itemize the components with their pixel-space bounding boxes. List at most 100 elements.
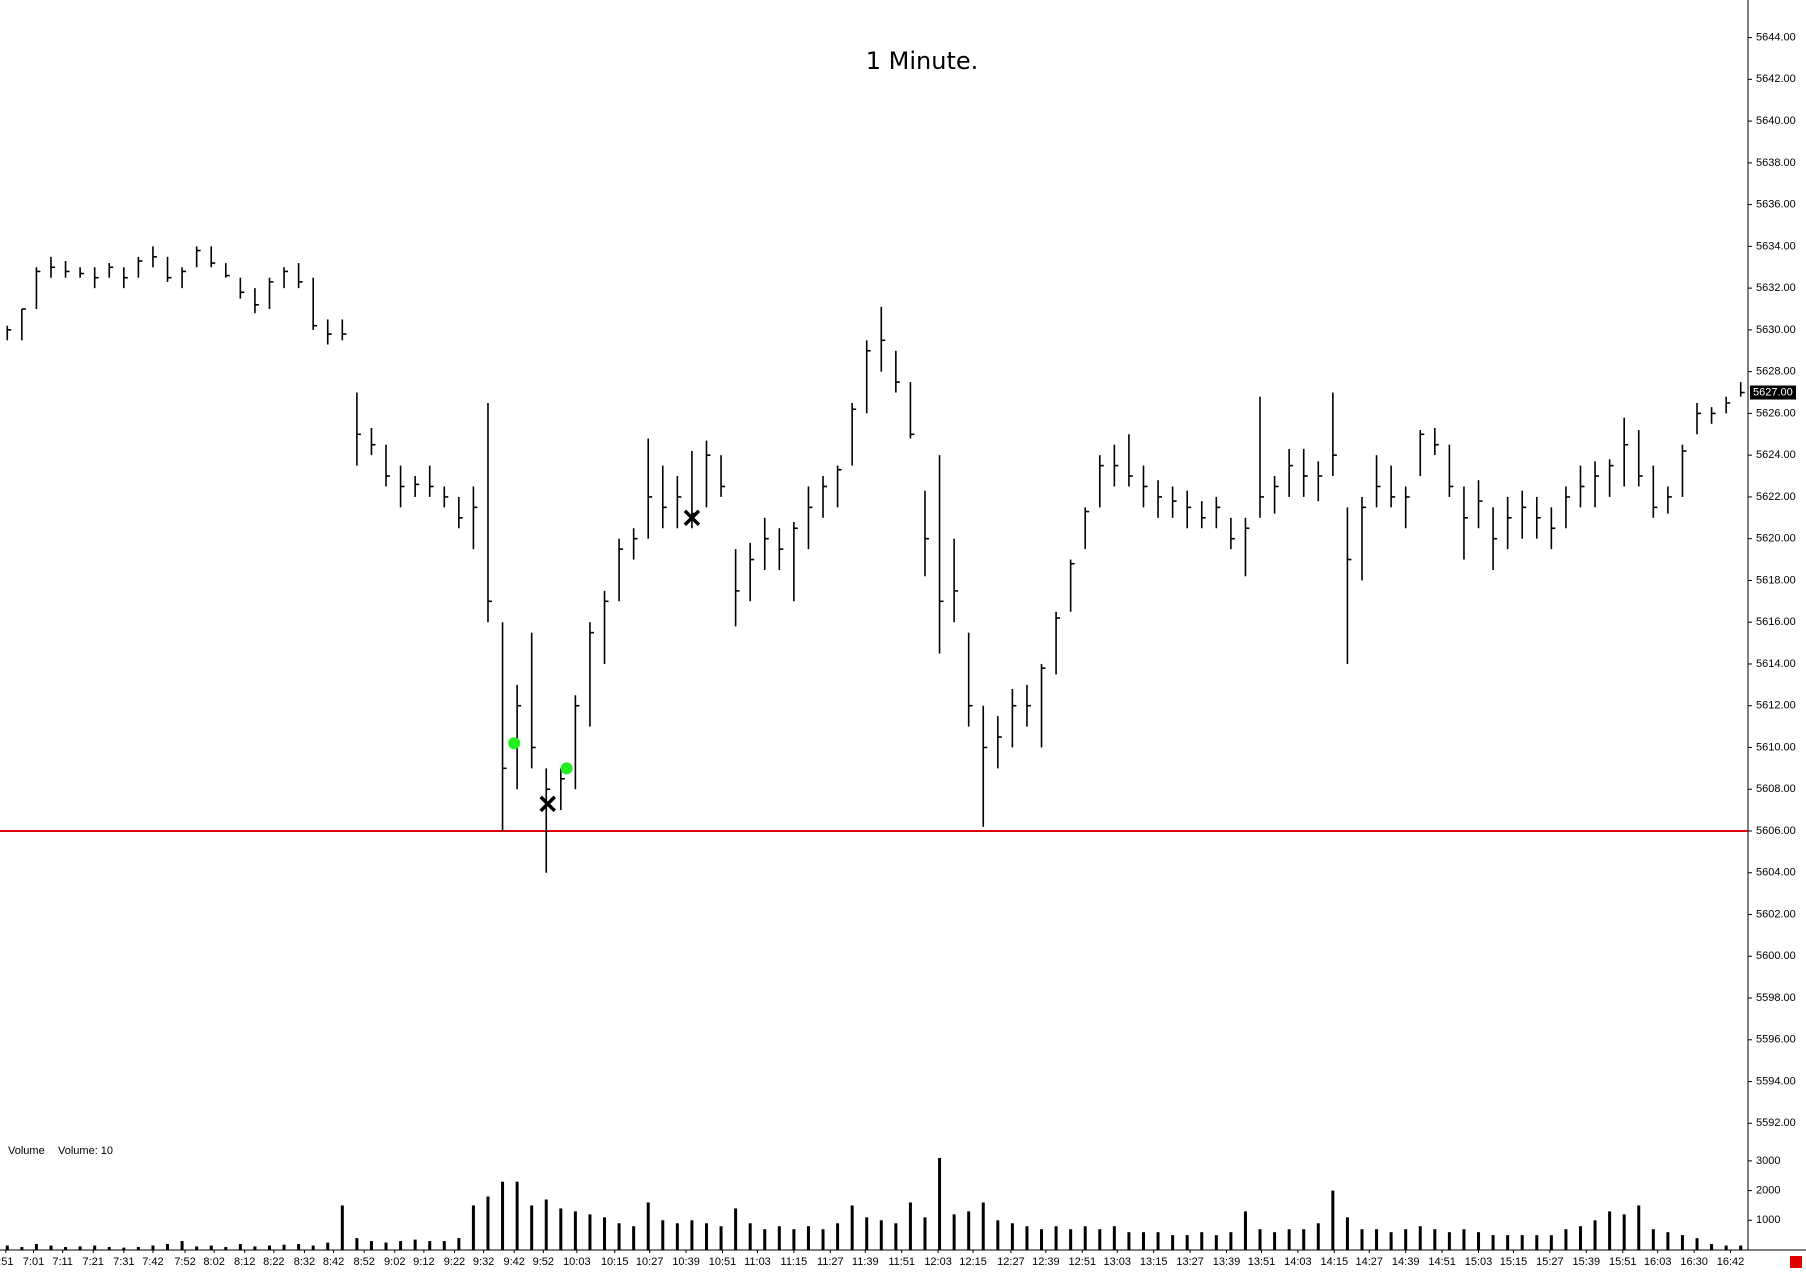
x-tick-label: 12:27 — [997, 1256, 1025, 1268]
volume-bar — [326, 1242, 330, 1250]
volume-bar — [1316, 1223, 1320, 1250]
x-tick-label: 9:12 — [413, 1256, 434, 1268]
volume-bar — [5, 1245, 9, 1250]
x-tick-label: 10:51 — [709, 1256, 737, 1268]
volume-bar — [1477, 1232, 1481, 1250]
volume-bar — [311, 1245, 315, 1250]
volume-bar — [384, 1242, 388, 1250]
y-tick-label: 5608.00 — [1756, 783, 1796, 795]
volume-bar — [180, 1241, 184, 1250]
volume-bar — [1127, 1232, 1131, 1250]
volume-bar — [1404, 1229, 1408, 1250]
volume-bar — [1098, 1229, 1102, 1250]
volume-bar — [501, 1181, 505, 1250]
x-tick-label: 9:02 — [384, 1256, 405, 1268]
volume-bar — [340, 1205, 344, 1250]
volume-bar — [355, 1238, 359, 1250]
volume-bar — [107, 1247, 111, 1250]
volume-bar — [1710, 1244, 1714, 1250]
x-tick-label: 11:51 — [888, 1256, 915, 1268]
volume-bar — [1564, 1229, 1568, 1250]
volume-bar — [1506, 1235, 1510, 1250]
volume-bar — [1637, 1205, 1641, 1250]
x-tick-label: 14:51 — [1428, 1256, 1456, 1268]
volume-bar — [1695, 1238, 1699, 1250]
y-tick-label: 5626.00 — [1756, 407, 1796, 419]
volume-bar — [369, 1241, 373, 1250]
x-tick-label: 9:22 — [444, 1256, 465, 1268]
volume-bar — [1535, 1235, 1539, 1250]
x-tick-label: 12:15 — [959, 1256, 987, 1268]
signal-cross — [539, 795, 556, 813]
volume-bar — [1025, 1226, 1029, 1250]
y-tick-label: 5630.00 — [1756, 324, 1796, 336]
volume-bar — [704, 1223, 708, 1250]
volume-bar — [1200, 1232, 1204, 1250]
x-tick-label: 14:03 — [1284, 1256, 1312, 1268]
y-tick-label: 5644.00 — [1756, 31, 1796, 43]
x-tick-label: 15:15 — [1500, 1256, 1528, 1268]
volume-bar — [850, 1205, 854, 1250]
volume-bar — [1447, 1232, 1451, 1250]
x-tick-label: 16:03 — [1644, 1256, 1672, 1268]
y-tick-label: 5620.00 — [1756, 533, 1796, 545]
volume-bar — [1491, 1235, 1495, 1250]
volume-bar — [471, 1205, 475, 1250]
volume-bar — [297, 1244, 301, 1250]
y-tick-label: 5612.00 — [1756, 700, 1796, 712]
volume-bar — [515, 1181, 519, 1250]
x-tick-label: 15:51 — [1609, 1256, 1637, 1268]
volume-bar — [1622, 1214, 1626, 1250]
volume-bar — [1112, 1226, 1116, 1250]
x-tick-label: 14:27 — [1356, 1256, 1384, 1268]
last-price-box — [1750, 385, 1796, 400]
volume-bar — [1360, 1229, 1364, 1250]
y-tick-label: 5634.00 — [1756, 240, 1796, 252]
x-tick-label: 7:42 — [142, 1256, 163, 1268]
x-tick-label: 13:51 — [1248, 1256, 1276, 1268]
x-tick-label: 12:03 — [924, 1256, 952, 1268]
volume-bar — [49, 1245, 53, 1250]
volume-readout: Volume: 10 — [58, 1145, 113, 1157]
volume-bar — [530, 1205, 534, 1250]
volume-bar — [1185, 1235, 1189, 1250]
volume-bar — [1608, 1211, 1612, 1250]
volume-bar — [282, 1244, 286, 1250]
signal-dot — [560, 762, 573, 775]
volume-bar — [967, 1211, 971, 1250]
last-price-label: 5627.00 — [1753, 386, 1793, 398]
x-tick-label: :51 — [0, 1256, 13, 1268]
volume-bar — [1375, 1229, 1379, 1250]
volume-bar — [836, 1223, 840, 1250]
volume-bar — [734, 1208, 738, 1250]
y-tick-label: 5604.00 — [1756, 867, 1796, 879]
volume-bar — [457, 1238, 461, 1250]
y-tick-label: 5606.00 — [1756, 825, 1796, 837]
x-tick-label: 11:03 — [744, 1256, 771, 1268]
volume-bar — [1331, 1190, 1335, 1250]
volume-bar — [428, 1241, 432, 1250]
y-tick-label: 5636.00 — [1756, 199, 1796, 211]
volume-bar — [908, 1202, 912, 1250]
volume-bar — [93, 1245, 97, 1250]
x-tick-label: 8:12 — [234, 1256, 255, 1268]
volume-bar — [792, 1229, 796, 1250]
volume-bar — [1345, 1217, 1349, 1250]
x-tick-label: 16:42 — [1717, 1256, 1745, 1268]
volume-bar — [1739, 1245, 1743, 1250]
y-tick-label: 5640.00 — [1756, 115, 1796, 127]
volume-bar — [748, 1223, 752, 1250]
signal-dot — [508, 737, 521, 750]
volume-bar — [675, 1223, 679, 1250]
volume-bar — [588, 1214, 592, 1250]
volume-bar — [399, 1241, 403, 1250]
y-tick-label: 5622.00 — [1756, 491, 1796, 503]
volume-bar — [981, 1202, 985, 1250]
volume-tick-label: 1000 — [1756, 1214, 1780, 1226]
volume-bar — [238, 1244, 242, 1250]
volume-bar — [209, 1245, 213, 1250]
volume-bar — [1418, 1226, 1422, 1250]
volume-bar — [1156, 1232, 1160, 1250]
volume-bar — [1214, 1235, 1218, 1250]
x-tick-label: 7:21 — [83, 1256, 104, 1268]
